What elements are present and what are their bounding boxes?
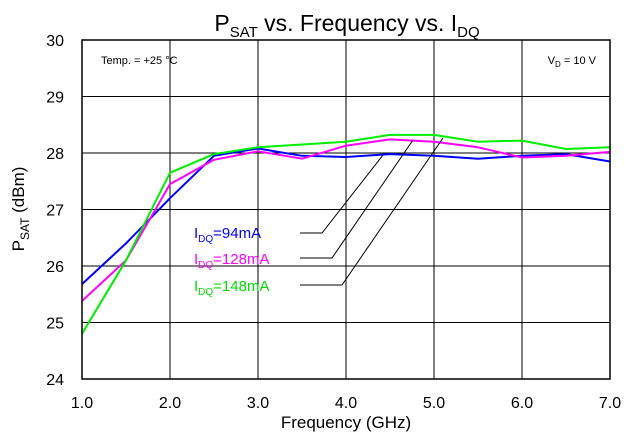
x-tick-label: 7.0 xyxy=(599,395,621,412)
temperature-annotation: Temp. = +25 °C xyxy=(101,55,178,67)
y-tick-label: 27 xyxy=(46,203,64,220)
x-tick-label: 6.0 xyxy=(511,395,533,412)
series-line-idq-94ma xyxy=(81,147,611,285)
y-tick-labels: 24 25 26 27 28 29 30 xyxy=(46,33,64,389)
legend-label-94ma: IDQ=94mA xyxy=(194,225,261,245)
series-lines xyxy=(81,133,611,335)
x-tick-label: 1.0 xyxy=(71,395,93,412)
y-tick-label: 29 xyxy=(46,90,64,107)
y-tick-label: 26 xyxy=(46,259,64,276)
x-axis-label: Frequency (GHz) xyxy=(281,413,411,432)
legend-leaders xyxy=(300,137,444,286)
y-tick-label: 30 xyxy=(46,33,64,50)
legend-label-148ma: IDQ=148mA xyxy=(194,278,269,298)
x-tick-label: 3.0 xyxy=(247,395,269,412)
x-tick-label: 2.0 xyxy=(159,395,181,412)
leader-line-128ma xyxy=(300,139,414,259)
plot-frame xyxy=(81,39,611,380)
vd-annotation: VD = 10 V xyxy=(548,55,597,69)
grid xyxy=(81,39,611,380)
y-tick-label: 25 xyxy=(46,316,64,333)
series-line-idq-128ma xyxy=(81,138,611,302)
leader-line-148ma xyxy=(300,137,444,286)
x-tick-label: 5.0 xyxy=(423,395,445,412)
y-tick-label: 28 xyxy=(46,146,64,163)
y-axis-label: PSAT (dBm) xyxy=(9,167,32,252)
legend-label-128ma: IDQ=128mA xyxy=(194,251,269,271)
chart-title: PSAT vs. Frequency vs. IDQ xyxy=(214,10,479,41)
y-tick-label: 24 xyxy=(46,372,64,389)
x-tick-label: 4.0 xyxy=(335,395,357,412)
leader-line-94ma xyxy=(300,154,384,234)
x-tick-labels: 1.0 2.0 3.0 4.0 5.0 6.0 7.0 xyxy=(71,395,621,412)
series-line-idq-148ma xyxy=(81,133,611,335)
